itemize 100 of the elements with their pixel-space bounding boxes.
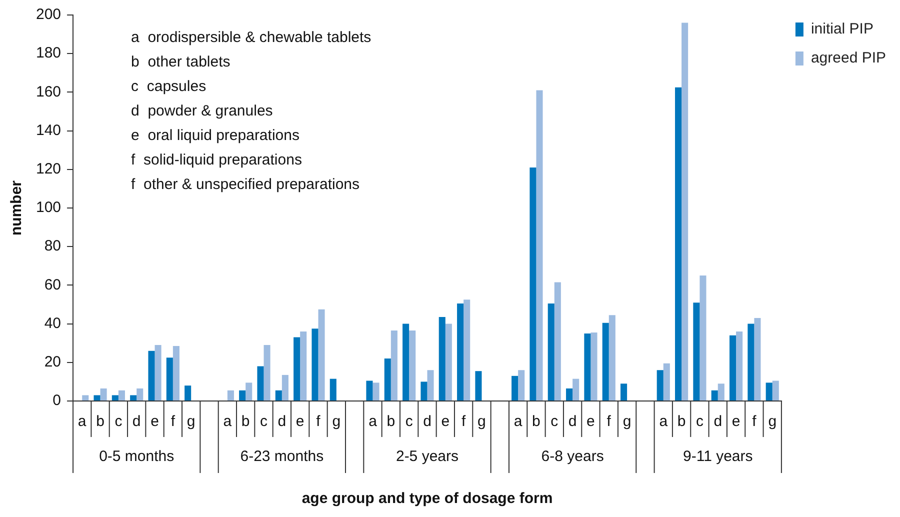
bar xyxy=(372,382,380,400)
x-tick-label: f xyxy=(461,413,466,430)
bar xyxy=(730,335,736,400)
bar xyxy=(457,304,464,400)
bar xyxy=(172,346,180,400)
bar xyxy=(464,300,470,400)
x-tick-label: c xyxy=(260,413,268,430)
y-tick-label: 20 xyxy=(44,354,62,371)
annotation: c capsules xyxy=(131,78,206,96)
x-tick-label: b xyxy=(677,413,686,430)
bar xyxy=(112,395,118,400)
x-tick-label: a xyxy=(78,413,87,430)
x-tick-label: d xyxy=(714,413,722,430)
x-tick-label: e xyxy=(586,413,595,430)
bar xyxy=(554,282,561,400)
bar xyxy=(130,395,137,400)
annotation: d powder & granules xyxy=(131,102,273,120)
bar xyxy=(420,382,428,400)
bar xyxy=(136,388,144,400)
x-tick-label: c xyxy=(550,413,559,430)
annotation: b other tablets xyxy=(131,54,230,71)
x-tick-label: e xyxy=(296,413,304,430)
bar xyxy=(566,388,573,400)
x-tick-label: g xyxy=(478,413,486,430)
x-tick-label: g xyxy=(332,413,341,430)
bar xyxy=(693,302,700,400)
x-tick-label: d xyxy=(278,413,286,430)
x-tick-label: c xyxy=(405,413,414,430)
x-tick-label: d xyxy=(132,413,141,430)
bar xyxy=(312,328,318,400)
bar xyxy=(264,345,270,400)
bar xyxy=(711,390,718,400)
bar xyxy=(620,384,628,400)
bar xyxy=(766,382,772,400)
y-tick-label: 100 xyxy=(36,199,62,216)
bar xyxy=(608,315,616,400)
bar xyxy=(390,330,398,400)
bar xyxy=(748,324,754,400)
bar xyxy=(402,324,410,400)
bar xyxy=(100,388,107,400)
bar xyxy=(294,337,300,400)
x-tick-label: f xyxy=(606,413,612,430)
legend-label: initial PIP xyxy=(810,20,874,38)
bar xyxy=(330,378,336,400)
y-tick-label: 40 xyxy=(44,314,62,332)
bar xyxy=(682,22,688,400)
bar xyxy=(656,370,664,400)
annotation: f solid-liquid preparations xyxy=(131,152,302,169)
bar xyxy=(663,363,670,400)
bar xyxy=(257,366,264,400)
annotation: f other & unspecified preparations xyxy=(131,176,360,194)
text: 2-5 years xyxy=(396,448,459,466)
bar xyxy=(318,309,325,400)
x-tick-label: g xyxy=(768,413,777,430)
bar xyxy=(700,276,706,400)
bar xyxy=(438,317,446,400)
bar xyxy=(584,333,591,400)
bar xyxy=(409,330,416,400)
y-tick-label: 0 xyxy=(52,392,62,410)
bar xyxy=(675,87,682,400)
bar xyxy=(282,374,288,400)
y-tick-label: 80 xyxy=(44,238,62,255)
bar xyxy=(94,395,100,400)
x-tick-label: c xyxy=(114,413,123,430)
bar xyxy=(518,370,525,400)
bar xyxy=(572,378,580,400)
bar xyxy=(512,376,518,400)
bar xyxy=(239,390,246,400)
bar xyxy=(154,345,162,400)
bar xyxy=(227,390,234,400)
x-tick-label: a xyxy=(223,413,232,430)
x-tick-label: a xyxy=(514,413,523,430)
y-tick-label: 140 xyxy=(36,122,62,139)
bar xyxy=(246,382,252,400)
bar xyxy=(148,350,155,400)
bar xyxy=(602,322,609,400)
x-tick-label: e xyxy=(732,413,740,430)
bar xyxy=(82,395,89,400)
text: 6-23 months xyxy=(240,448,324,466)
bar xyxy=(536,90,543,400)
bar xyxy=(754,318,761,400)
x-tick-label: c xyxy=(696,413,704,430)
bar xyxy=(772,380,779,400)
x-axis-title: age group and type of dosage form xyxy=(302,490,553,508)
x-tick-label: b xyxy=(96,413,104,430)
bar xyxy=(590,332,598,400)
x-tick-label: g xyxy=(186,413,196,430)
annotation: a orodispersible & chewable tablets xyxy=(131,29,372,46)
legend-label: agreed PIP xyxy=(810,50,886,67)
x-tick-label: d xyxy=(568,413,577,430)
x-tick-label: b xyxy=(241,413,250,430)
bar xyxy=(166,358,173,400)
x-tick-label: e xyxy=(150,413,159,430)
x-tick-label: f xyxy=(170,413,176,430)
x-tick-label: a xyxy=(368,413,378,430)
text: 0-5 months xyxy=(99,448,174,466)
x-tick-label: b xyxy=(532,413,540,430)
bar xyxy=(300,332,307,400)
text: 9-11 years xyxy=(682,448,753,466)
x-tick-label: g xyxy=(622,413,632,430)
